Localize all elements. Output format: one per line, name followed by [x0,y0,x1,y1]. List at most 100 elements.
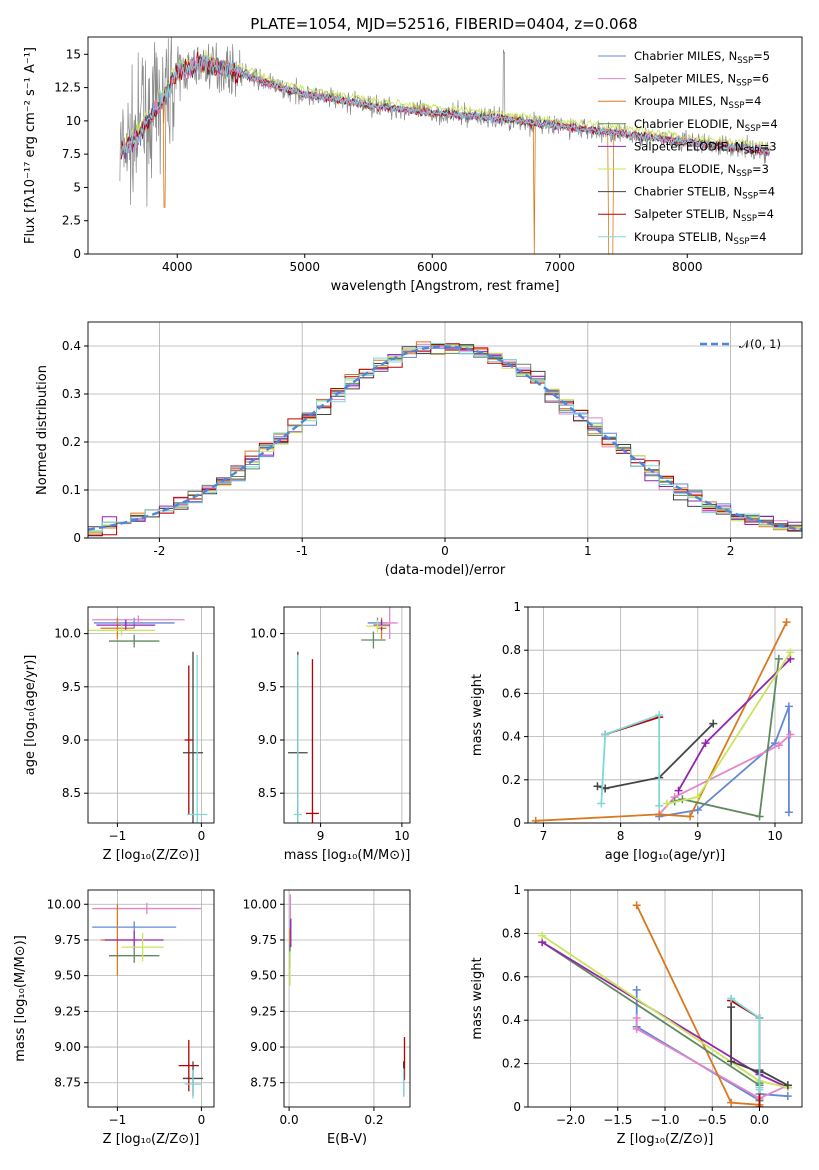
weight-marker [655,711,664,719]
x-tick-label: −0.5 [698,1113,727,1127]
residual-panel: -2 -1 0 1 2 0 0.1 0.2 0.3 0.4 (data-model)/error No… [35,321,803,578]
axes-frame [527,606,803,824]
weight-series-line [600,713,661,806]
plot-area [531,618,795,823]
plot-area [92,902,204,1099]
plot-area [538,901,792,1107]
weight-marker [783,1081,792,1090]
y-tick-label: 0.2 [502,1057,521,1071]
weight-marker [693,806,702,815]
y-tick-label: 9.50 [250,969,277,983]
weight-marker [655,801,664,810]
weight-marker [755,1103,764,1107]
weight-series-line [541,941,761,1101]
x-tick-label: 4000 [162,260,193,274]
y-tick-label: 9.75 [250,933,277,947]
weight-marker [662,799,671,808]
legend-subscript: SSP [736,79,752,89]
weight-series-line [535,621,788,822]
y-tick-label: 7.5 [62,147,81,161]
legend-subscript: SSP [734,237,750,247]
legend-value: =4 [749,230,766,244]
y-tick-label: 9.00 [54,1040,81,1054]
axes-frame [87,889,215,1108]
legend-value: =4 [757,207,774,221]
x-tick-label: 6000 [417,260,448,274]
weight-marker [632,1014,641,1023]
y-tick-label: 9.5 [258,680,277,694]
x-tick-label: 10 [394,829,409,843]
plot-area [289,894,406,1098]
plot-area [88,341,802,537]
weight-marker [727,1098,736,1107]
axes-frame [87,606,215,824]
weight-marker [755,1085,764,1094]
x-tick-label: 8 [617,829,625,843]
legend-value: =5 [753,49,770,63]
weight-marker [632,985,641,994]
x-tick-label: −1 [109,829,127,843]
weight-marker [783,1092,792,1101]
legend-entry: Salpeter ELODIE, NSSP=3 [634,139,777,156]
age-vs-metallicity-panel: −1 0 8.5 9.0 9.5 10.0 Z [log₁₀(Z/Z⊙)] age [log₁… [23,606,215,863]
y-tick-label: 8.75 [54,1076,81,1090]
legend-value: =3 [760,139,777,153]
axes-frame [283,889,411,1108]
x-tick-label: 10 [767,829,782,843]
x-tick-label: 9 [317,829,325,843]
y-tick-label: 10.00 [47,897,81,911]
weight-marker [786,730,795,739]
y-tick-label: 9.0 [62,733,81,747]
spectrum-panel: 4000 5000 6000 7000 8000 0 2.5 5 7.5 10 12.5 15 wave… [23,36,803,294]
y-tick-label: 0.4 [502,730,521,744]
weight-marker [655,810,664,819]
plot-area [88,615,208,823]
x-axis-label: Z [log₁₀(Z/Z⊙)] [103,1132,200,1147]
x-tick-label: −1.0 [650,1113,679,1127]
y-tick-label: 0.2 [62,435,81,449]
age-vs-mass-panel: 9 10 8.5 9.0 9.5 10.0 mass [log₁₀(M/M⊙)] [250,606,411,863]
legend-subscript: SSP [745,124,761,134]
y-tick-label: 0 [513,816,521,830]
model-spectrum-line [120,58,770,254]
y-tick-label: 0.4 [502,1013,521,1027]
weight-marker [531,816,540,823]
weight-vs-age-panel: 7 8 9 10 0 0.2 0.4 0.6 0.8 1 age [log₁₀(age/yr)] ma… [470,600,803,863]
legend-entry: Kroupa MILES, NSSP=4 [634,94,761,111]
weight-marker [693,793,702,802]
plot-area [119,37,771,254]
y-tick-label: 0.4 [62,339,81,353]
legend-value: =3 [752,162,769,176]
y-tick-label: 9.50 [54,969,81,983]
y-tick-label: 5 [73,180,81,194]
y-tick-label: 9.75 [54,933,81,947]
x-axis-label: Z [log₁₀(Z/Z⊙)] [617,1132,714,1147]
y-tick-label: 0.2 [502,773,521,787]
y-tick-label: 0.8 [502,643,521,657]
y-tick-label: 12.5 [54,81,81,95]
legend-entry: Kroupa STELIB, NSSP=4 [634,230,766,247]
weight-marker [593,782,602,791]
weight-marker [632,901,641,910]
axes-frame [87,36,803,255]
legend-subscript: SSP [737,56,753,66]
x-tick-label: 0 [198,1113,206,1127]
x-axis-label: E(B-V) [327,1132,367,1147]
legend-value: =4 [761,117,778,131]
x-tick-label: −1 [109,1113,127,1127]
weight-marker [674,786,683,795]
mass-vs-extinction-panel: 0.0 0.2 8.75 9.00 9.25 9.50 9.75 10.00 E(B-V) [243,889,411,1147]
plot-area [288,607,398,823]
weight-marker [727,994,736,1003]
y-tick-label: 15 [66,47,81,61]
weight-marker [786,648,795,657]
x-tick-label: 5000 [289,260,320,274]
weight-marker [727,1057,736,1066]
x-tick-label: 0.2 [364,1113,383,1127]
x-tick-label: 9 [694,829,702,843]
weight-marker [755,1014,764,1023]
y-tick-label: 0 [73,531,81,545]
x-tick-label: -1 [296,544,308,558]
legend-subscript: SSP [736,169,752,179]
